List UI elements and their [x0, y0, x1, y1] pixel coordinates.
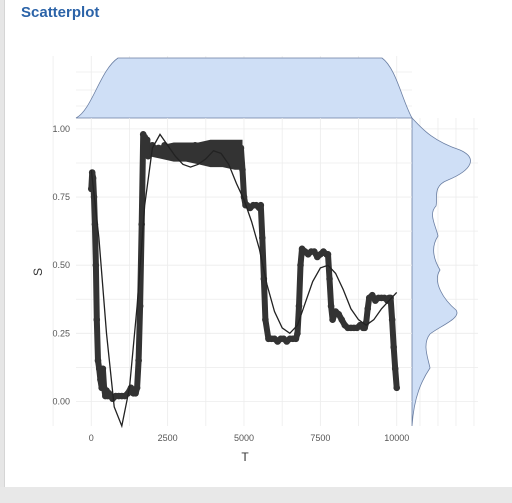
oscillation-band	[149, 139, 243, 170]
scatterplot-figure: 0 2500 5000 7500 10000 0.00 0.25 0.50 0.75 1.00 T S	[31, 56, 478, 464]
x-tick-label: 10000	[384, 433, 409, 443]
marginal-top-density	[75, 57, 413, 119]
smooth-fit-line	[90, 133, 398, 429]
main-plot-panel: 0 2500 5000 7500 10000 0.00 0.25 0.50 0.75 1.00 T S	[31, 118, 412, 464]
y-tick-label: 0.25	[52, 328, 70, 338]
marginal-density-top	[52, 56, 413, 119]
y-tick-label: 0.50	[52, 260, 70, 270]
y-tick-label: 0.75	[52, 192, 70, 202]
marginal-right-density	[411, 117, 471, 427]
x-tick-label: 5000	[234, 433, 254, 443]
x-tick-label: 0	[89, 433, 94, 443]
y-tick-label: 1.00	[52, 124, 70, 134]
left-panel-divider	[4, 0, 5, 503]
left-panel-rail	[0, 0, 4, 503]
y-axis-title: S	[31, 268, 45, 276]
y-tick-label: 0.00	[52, 396, 70, 406]
bottom-bar	[0, 487, 512, 503]
page-title: Scatterplot	[21, 4, 100, 21]
x-axis-title: T	[241, 450, 249, 464]
x-tick-label: 2500	[158, 433, 178, 443]
x-tick-label: 7500	[310, 433, 330, 443]
marginal-density-right	[411, 117, 478, 427]
